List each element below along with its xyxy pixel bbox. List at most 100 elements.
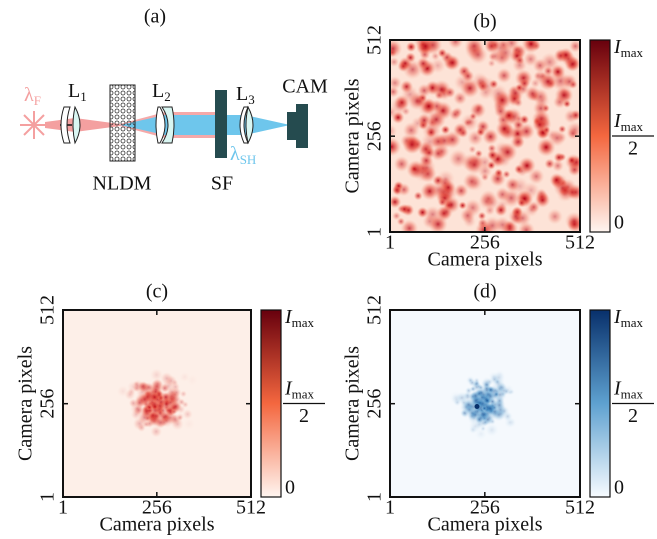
colorbar-mid-numerator-symbol: I <box>284 377 293 399</box>
colorbar-top-label-symbol: I <box>613 306 622 328</box>
speckle <box>518 122 535 140</box>
lens-label-subscript: 3 <box>248 92 255 107</box>
speckle <box>544 158 556 170</box>
speckle <box>443 130 462 149</box>
speckle <box>402 135 422 155</box>
colorbar-bottom-label: 0 <box>614 477 624 499</box>
lens-label-subscript: 2 <box>164 89 171 104</box>
speckle <box>410 164 419 174</box>
speckle <box>513 98 523 108</box>
speckle <box>444 54 461 71</box>
speckle <box>390 124 398 138</box>
y-tick-label: 256 <box>37 389 59 419</box>
speckle <box>501 188 521 208</box>
y-tick-label: 256 <box>364 121 386 151</box>
speckle <box>504 220 516 232</box>
colorbar-mid-denominator: 2 <box>628 138 638 160</box>
lens-label: L2 <box>152 80 171 104</box>
speckle <box>467 175 484 192</box>
speckle <box>132 416 147 431</box>
y-axis-label: Camera pixels <box>15 346 37 461</box>
speckle <box>564 211 580 231</box>
speckle <box>420 132 440 152</box>
speckle <box>469 112 478 121</box>
colorbar-mid-numerator-subscript: max <box>621 119 644 134</box>
lens <box>155 106 166 144</box>
speckle <box>472 406 483 417</box>
colorbar-top-label-subscript: max <box>621 45 644 60</box>
speckle <box>486 385 495 394</box>
colorbar-mid-numerator-subscript: max <box>292 386 315 401</box>
nldm-label: NLDM <box>93 173 152 195</box>
x-tick-label: 512 <box>565 497 595 519</box>
speckle <box>474 427 488 441</box>
speckle <box>405 41 417 53</box>
lens <box>245 105 254 145</box>
colorbar-mid-numerator: Imax <box>284 377 315 401</box>
x-axis-label: Camera pixels <box>428 514 543 536</box>
speckle <box>444 86 456 99</box>
speckle <box>170 389 180 400</box>
colorbar-top-label: Imax <box>613 36 644 60</box>
y-tick-label: 1 <box>364 492 386 502</box>
speckle <box>413 191 423 201</box>
speckle <box>468 145 477 154</box>
x-tick-label: 1 <box>58 497 68 519</box>
setup-diagram <box>20 84 308 162</box>
speckle <box>481 405 488 412</box>
speckle <box>182 409 193 420</box>
lens <box>161 106 175 144</box>
speckle <box>458 201 467 210</box>
speckle <box>522 181 540 199</box>
speckle <box>453 91 467 106</box>
speckle <box>493 104 508 119</box>
colorbar-top-label-symbol: I <box>284 306 293 328</box>
speckle <box>447 40 464 50</box>
speckle <box>503 40 520 51</box>
wavelength-label: λSH <box>230 143 256 167</box>
speckle <box>149 410 162 422</box>
colorbar-top-label: Imax <box>613 306 644 330</box>
speckle <box>142 420 150 428</box>
colorbar-bottom-label: 0 <box>285 477 295 499</box>
speckle <box>546 208 563 225</box>
speckle <box>150 425 163 438</box>
speckle <box>417 83 432 98</box>
speckle <box>460 408 469 418</box>
colorbar-mid-numerator-subscript: max <box>621 386 644 401</box>
speckle <box>390 76 402 90</box>
panel-label: (c) <box>146 281 168 303</box>
colorbar <box>589 39 611 233</box>
colorbar-mid-numerator: Imax <box>613 110 644 134</box>
speckle <box>455 391 469 405</box>
speckle <box>505 177 521 193</box>
speckle <box>567 155 577 165</box>
speckle <box>398 203 410 215</box>
colorbar-mid-numerator: Imax <box>613 377 644 401</box>
speckle <box>493 378 501 386</box>
speckle <box>458 127 469 139</box>
x-tick-label: 512 <box>236 497 266 519</box>
laser-source <box>20 111 48 139</box>
speckle <box>401 106 411 116</box>
camera-label: CAM <box>282 76 328 98</box>
panel-label: (a) <box>144 6 166 28</box>
speckle <box>570 109 580 121</box>
speckle <box>496 67 512 84</box>
speckle <box>568 80 578 90</box>
speckle <box>150 368 164 382</box>
speckle <box>521 40 541 54</box>
speckle <box>396 217 406 226</box>
speckle <box>448 149 468 169</box>
speckle <box>515 55 525 66</box>
x-axis-label: Camera pixels <box>100 514 215 536</box>
speckle <box>130 409 142 420</box>
speckle <box>459 207 476 224</box>
speckle <box>486 160 496 170</box>
colorbar-mid-numerator-symbol: I <box>613 377 622 399</box>
speckle <box>476 74 490 89</box>
camera <box>287 112 296 140</box>
speckle <box>494 369 506 380</box>
wavelength-label-symbol: λ <box>24 84 34 106</box>
